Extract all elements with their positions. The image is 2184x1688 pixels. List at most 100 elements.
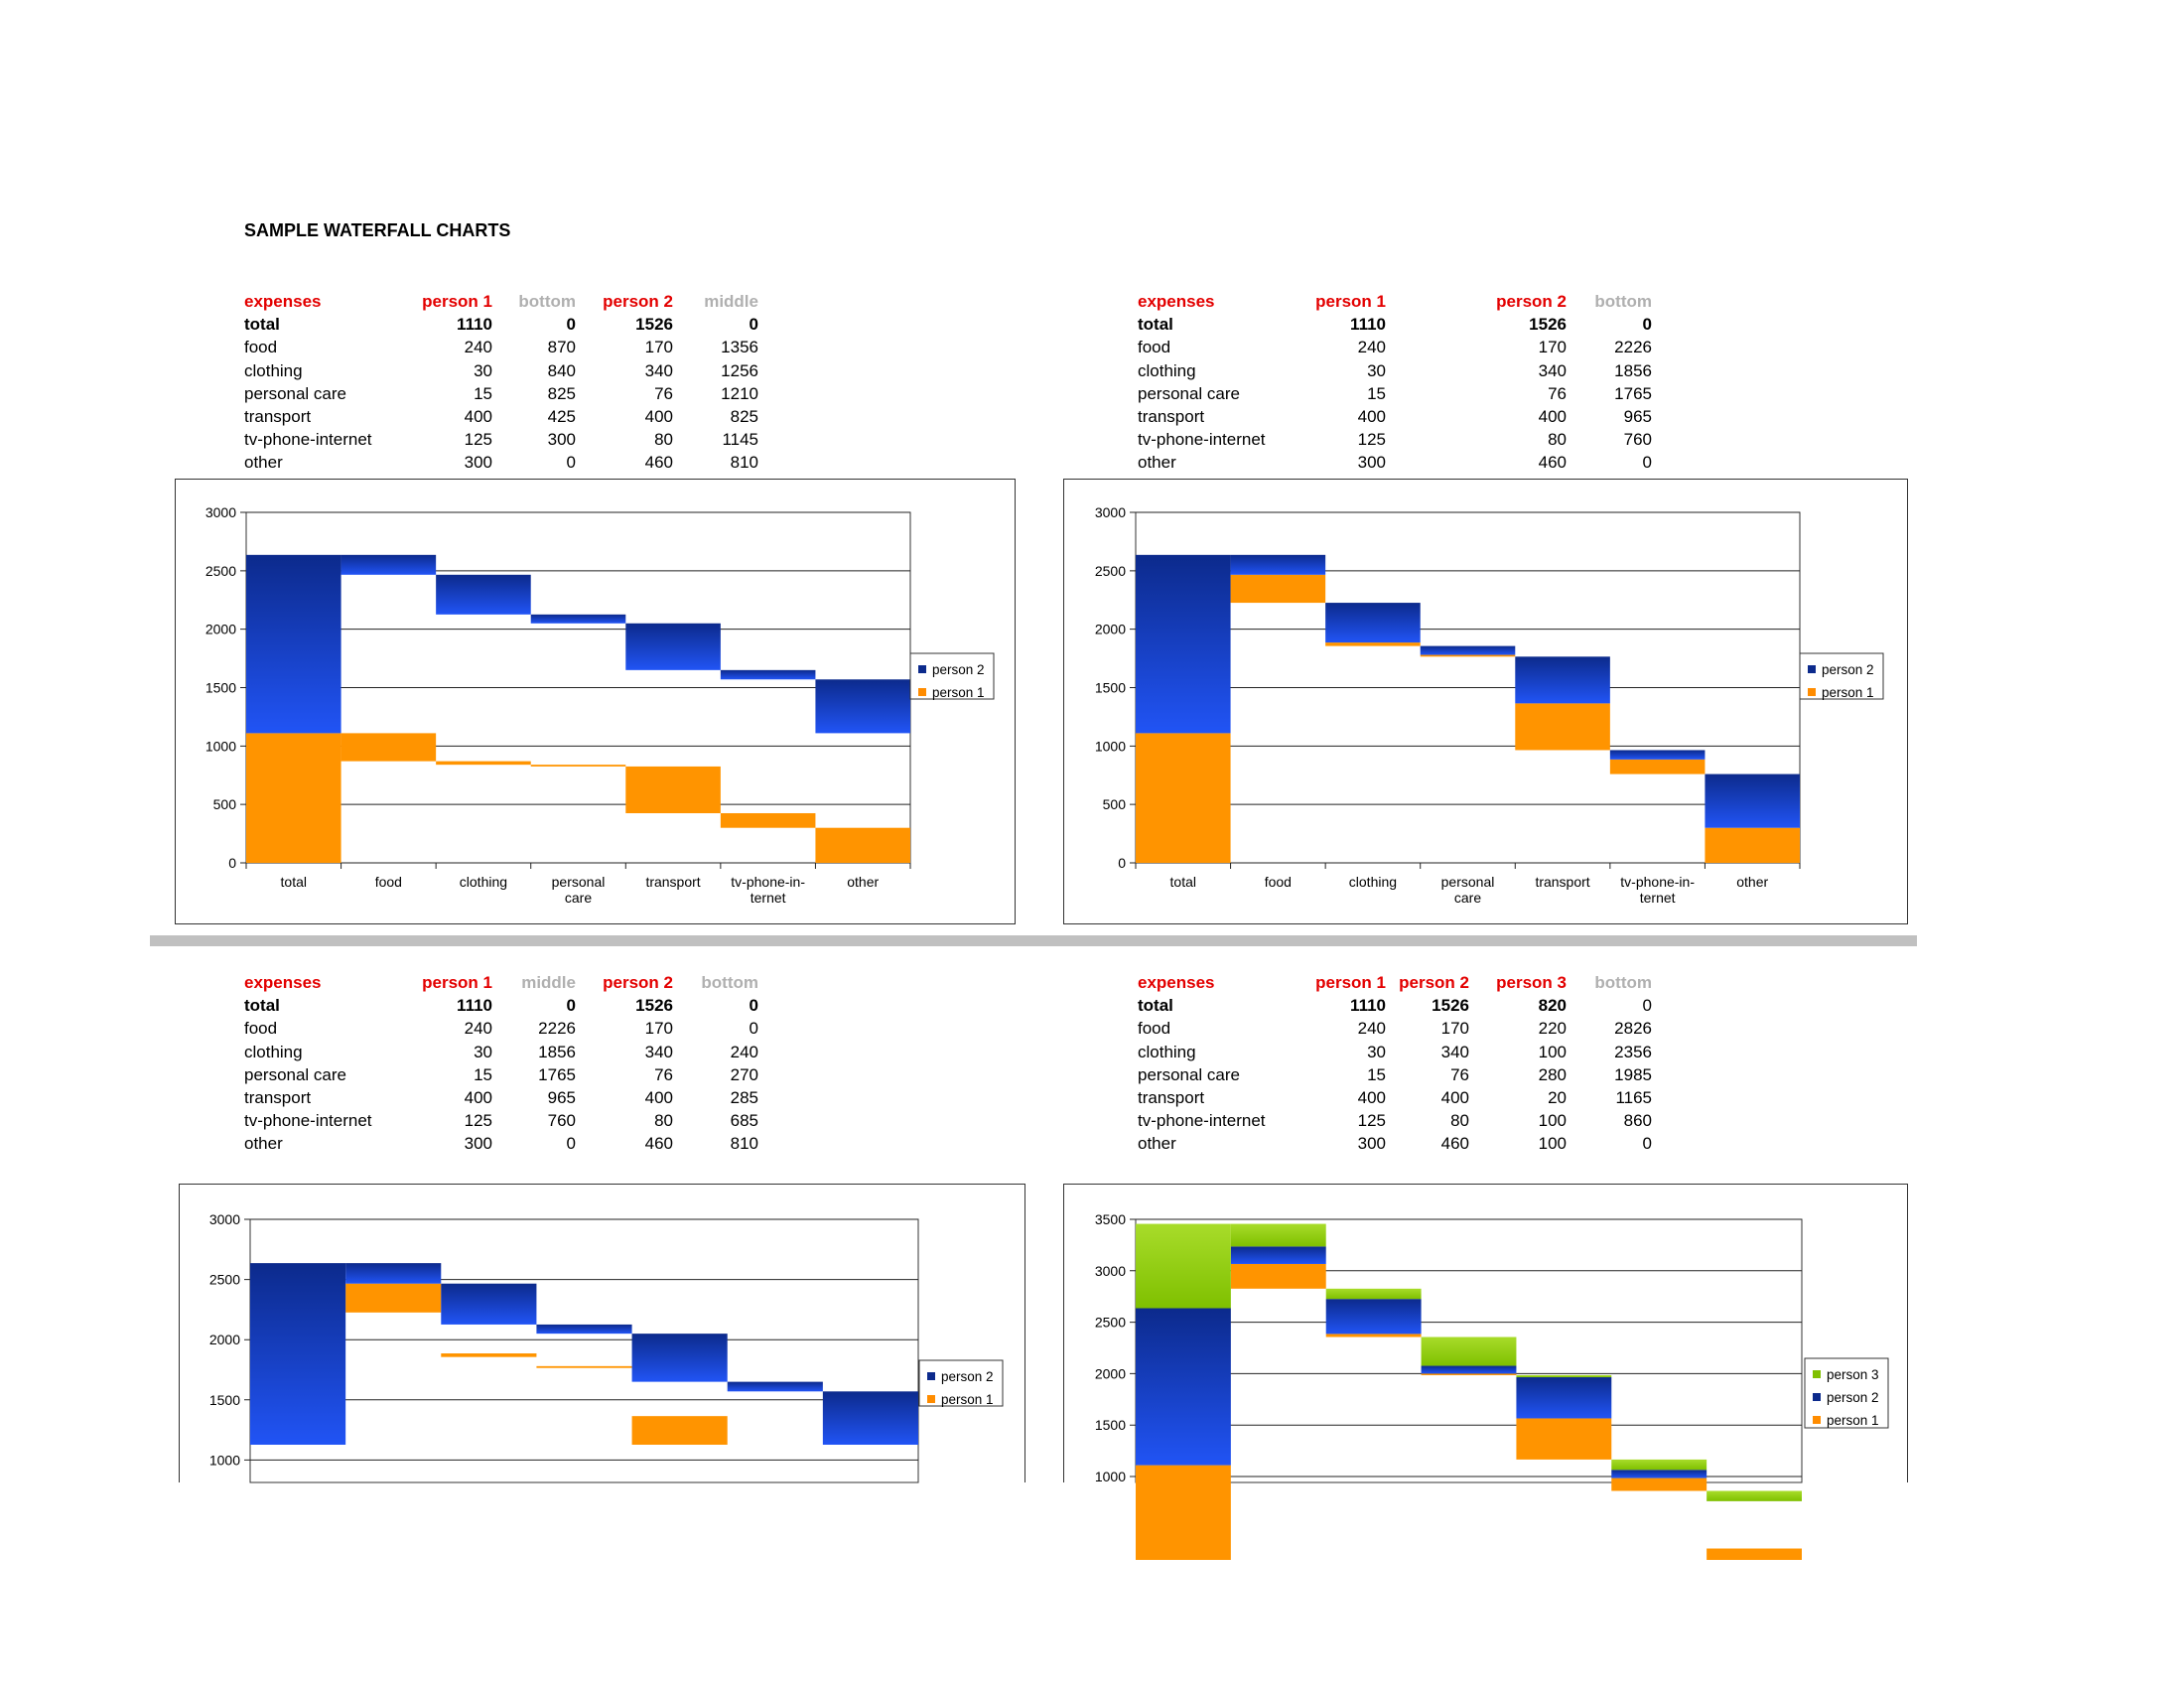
table-cell: 1145 <box>722 430 758 450</box>
bar-segment-person2-6 <box>1705 774 1800 828</box>
x-tick-label: clothing <box>460 874 507 890</box>
table-cell: personal care <box>1138 1064 1241 1084</box>
table-cell: 240 <box>464 338 492 357</box>
legend-swatch <box>927 1372 935 1380</box>
y-tick-label: 1500 <box>1095 1417 1126 1433</box>
table-cell: 0 <box>566 453 576 473</box>
table-header-cell: expenses <box>244 973 322 992</box>
table-cell: 400 <box>1440 1088 1469 1108</box>
chart-frame-4: 1000 1500 2000 2500 3000 3500 person 3 person 2… <box>1063 1184 1908 1560</box>
table-cell: 300 <box>1357 453 1386 473</box>
table-cell: total <box>244 315 280 335</box>
bar-segment-person1-6 <box>1706 1548 1802 1560</box>
table-cell: 2226 <box>538 1019 576 1039</box>
table-cell <box>1386 336 1469 358</box>
table-header-cell: person 1 <box>422 292 492 311</box>
table-cell: tv-phone-internet <box>244 430 372 450</box>
y-tick-label: 500 <box>213 796 237 812</box>
table-cell: 270 <box>730 1064 758 1084</box>
x-tick-label: transport <box>645 874 700 890</box>
table-cell: transport <box>1138 407 1205 427</box>
table-cell: 300 <box>547 430 576 450</box>
table-cell: 810 <box>730 453 758 473</box>
table-header-cell: middle <box>521 973 576 992</box>
y-tick-label: 3000 <box>1095 1263 1126 1279</box>
waterfall-chart-3: 1000 1500 2000 2500 3000 person 2 person 1 <box>209 1211 1004 1483</box>
table-cell: 840 <box>547 360 576 380</box>
section-separator <box>150 935 1917 946</box>
table-cell: 760 <box>547 1111 576 1131</box>
y-tick-label: 500 <box>1103 796 1127 812</box>
bar-segment-person2-2 <box>441 1283 537 1325</box>
table-cell: 1256 <box>721 360 758 380</box>
table-cell: 760 <box>1623 430 1652 450</box>
bar-segment-person1-3 <box>1420 654 1516 657</box>
table-row: food 240 170 220 2826 <box>1138 1017 1652 1040</box>
table-cell: 400 <box>1357 1088 1386 1108</box>
legend-label: person 2 <box>1822 662 1874 677</box>
table-cell: 1526 <box>635 996 673 1016</box>
table-row: personal care 15 76 280 1985 <box>1138 1063 1652 1086</box>
bars <box>1136 1223 1802 1560</box>
table-cell: 1856 <box>1614 360 1652 380</box>
table-cell: 15 <box>474 383 492 403</box>
bar-segment-person2-3 <box>1421 1365 1517 1374</box>
bar-segment-person2-1 <box>345 1263 442 1284</box>
bar-segment-person2-6 <box>822 1391 918 1445</box>
table-row: transport 400 965 400 285 <box>244 1086 758 1109</box>
table-cell: 820 <box>1538 996 1567 1016</box>
bar-segment-person2-3 <box>1420 645 1516 655</box>
bar-segment-person2-3 <box>536 1324 632 1335</box>
table-cell: food <box>1138 338 1171 357</box>
bar-segment-person2-2 <box>1325 603 1421 643</box>
y-tick-label: 1000 <box>1095 738 1126 754</box>
table-cell: 80 <box>1548 430 1567 450</box>
table-cell: 0 <box>749 1019 758 1039</box>
legend-swatch <box>918 688 926 696</box>
legend-swatch <box>1808 688 1816 696</box>
bar-segment-person1-4 <box>1515 703 1610 751</box>
table-cell: 1110 <box>1350 315 1386 335</box>
bar-segment-person1-0 <box>1136 1465 1231 1560</box>
table-cell: 30 <box>1367 1042 1386 1061</box>
table-row: food 240 170 2226 <box>1138 336 1652 358</box>
table-cell: 1356 <box>721 338 758 357</box>
table-cell: 400 <box>464 407 492 427</box>
x-tick-label: food <box>375 874 402 890</box>
table-cell: 300 <box>464 1134 492 1154</box>
bar-segment-person3-4 <box>1516 1374 1612 1378</box>
legend: person 2 person 1 <box>909 652 995 700</box>
bar-segment-person1-1 <box>1230 1263 1326 1289</box>
waterfall-chart-2: 0 500 1000 1500 2000 2500 3000 total food clothin… <box>1095 504 1884 906</box>
table-cell: 340 <box>644 1042 673 1061</box>
bar-segment-person2-5 <box>720 669 816 680</box>
table-cell: clothing <box>244 1042 303 1061</box>
y-tick-label: 1000 <box>209 1452 240 1468</box>
table-cell: other <box>244 1134 283 1154</box>
bar-segment-person2-5 <box>1611 1470 1707 1478</box>
table-cell: 240 <box>730 1042 758 1061</box>
table-cell: 15 <box>1367 1064 1386 1084</box>
y-tick-label: 2500 <box>205 563 236 579</box>
table-cell: 0 <box>1642 1134 1652 1154</box>
bar-segment-person3-1 <box>1230 1223 1326 1247</box>
table-cell: 20 <box>1548 1088 1567 1108</box>
bar-segment-person1-4 <box>631 1416 728 1445</box>
table-cell: 170 <box>1538 338 1567 357</box>
table-cell: tv-phone-internet <box>1138 1111 1266 1131</box>
y-tick-label: 0 <box>228 855 236 871</box>
table-cell: clothing <box>244 360 303 380</box>
table-cell: 15 <box>474 1064 492 1084</box>
table-row: other 300 460 0 <box>1138 451 1652 474</box>
table-cell: 170 <box>644 338 673 357</box>
y-tick-label: 2500 <box>209 1272 240 1288</box>
x-tick-label: total <box>281 874 307 890</box>
bar-segment-person2-4 <box>625 623 721 670</box>
x-tick-label: other <box>847 874 879 890</box>
bar-segment-person2-5 <box>727 1381 823 1392</box>
plot-area: 0 500 1000 1500 2000 2500 3000 <box>1095 504 1801 871</box>
table-row: food 240 870 170 1356 <box>244 336 758 358</box>
table-row: personal care 15 825 76 1210 <box>244 382 758 405</box>
bar-segment-person1-3 <box>530 765 626 767</box>
table-header-cell: person 2 <box>1496 292 1567 311</box>
